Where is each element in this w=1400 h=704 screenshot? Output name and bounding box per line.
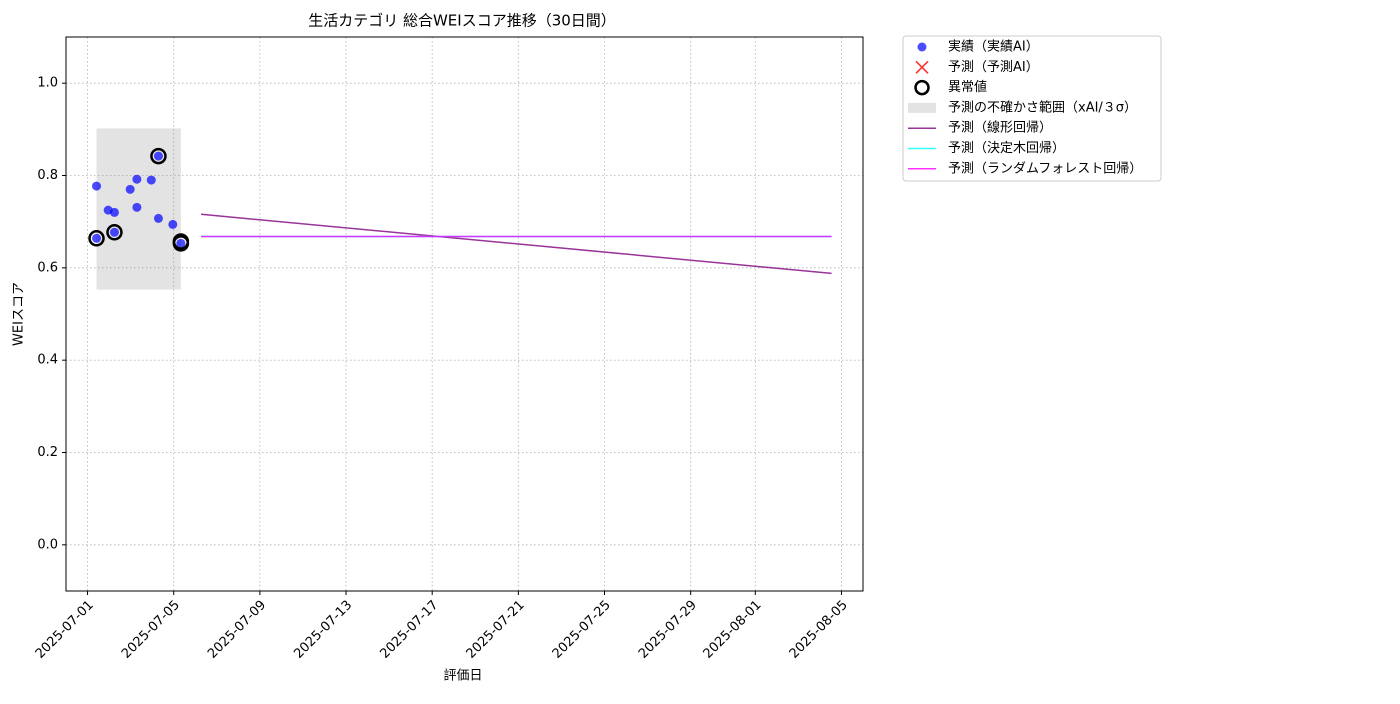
prediction-line (201, 213, 832, 275)
legend-label: 予測の不確かさ範囲（xAI/３σ） (948, 99, 1137, 115)
chart-title: 生活カテゴリ 総合WEIスコア推移（30日間） (308, 12, 616, 30)
x-tick-label: 2025-08-05 (787, 598, 851, 662)
x-tick-label: 2025-07-25 (550, 598, 614, 662)
actual-point (146, 175, 156, 185)
y-tick-label: 0.4 (37, 353, 58, 368)
actual-point (153, 213, 163, 223)
legend-label: 予測（予測AI） (948, 60, 1039, 75)
x-tick-label: 2025-07-21 (464, 598, 528, 662)
legend-label: 実績（実績AI） (948, 39, 1039, 55)
anomaly-marker (88, 230, 105, 247)
x-tick-label: 2025-07-17 (377, 598, 441, 662)
x-tick-label: 2025-08-01 (701, 598, 765, 662)
y-tick-label: 0.2 (37, 445, 58, 460)
x-tick-label: 2025-07-29 (636, 598, 700, 662)
legend-label: 予測（決定木回帰） (948, 140, 1065, 156)
actual-point (153, 151, 163, 161)
anomaly-marker (106, 224, 123, 241)
y-tick-label: 0.6 (37, 260, 58, 275)
y-tick-label: 0.8 (37, 168, 58, 183)
x-axis-label: 評価日 (443, 669, 482, 684)
actual-point (168, 219, 178, 229)
actual-point (92, 181, 102, 191)
legend-marker (915, 60, 929, 74)
legend-label: 予測（ランダムフォレスト回帰） (948, 160, 1142, 176)
actual-point (125, 184, 135, 194)
actual-point (132, 202, 142, 212)
anomaly-marker (150, 147, 167, 165)
legend-marker (914, 79, 930, 96)
x-tick-label: 2025-07-09 (205, 598, 269, 662)
anomaly-marker (172, 235, 190, 252)
actual-point (109, 227, 119, 237)
x-tick-label: 2025-07-01 (33, 598, 97, 662)
y-tick-label: 0.0 (37, 537, 58, 552)
legend-label: 異常値 (948, 79, 987, 95)
plot-frame (65, 36, 864, 592)
legend-frame (902, 35, 1162, 182)
actual-point (132, 174, 142, 184)
actual-point (92, 233, 102, 243)
x-tick-label: 2025-07-05 (119, 598, 183, 662)
actual-point (176, 238, 186, 248)
legend-label: 予測（線形回帰） (948, 120, 1052, 136)
y-axis-label: WEIスコア (12, 282, 27, 346)
x-tick-label: 2025-07-13 (291, 598, 355, 662)
legend-marker (917, 42, 927, 52)
legend-marker (908, 102, 936, 113)
y-tick-label: 1.0 (37, 76, 58, 91)
actual-point (109, 207, 119, 217)
